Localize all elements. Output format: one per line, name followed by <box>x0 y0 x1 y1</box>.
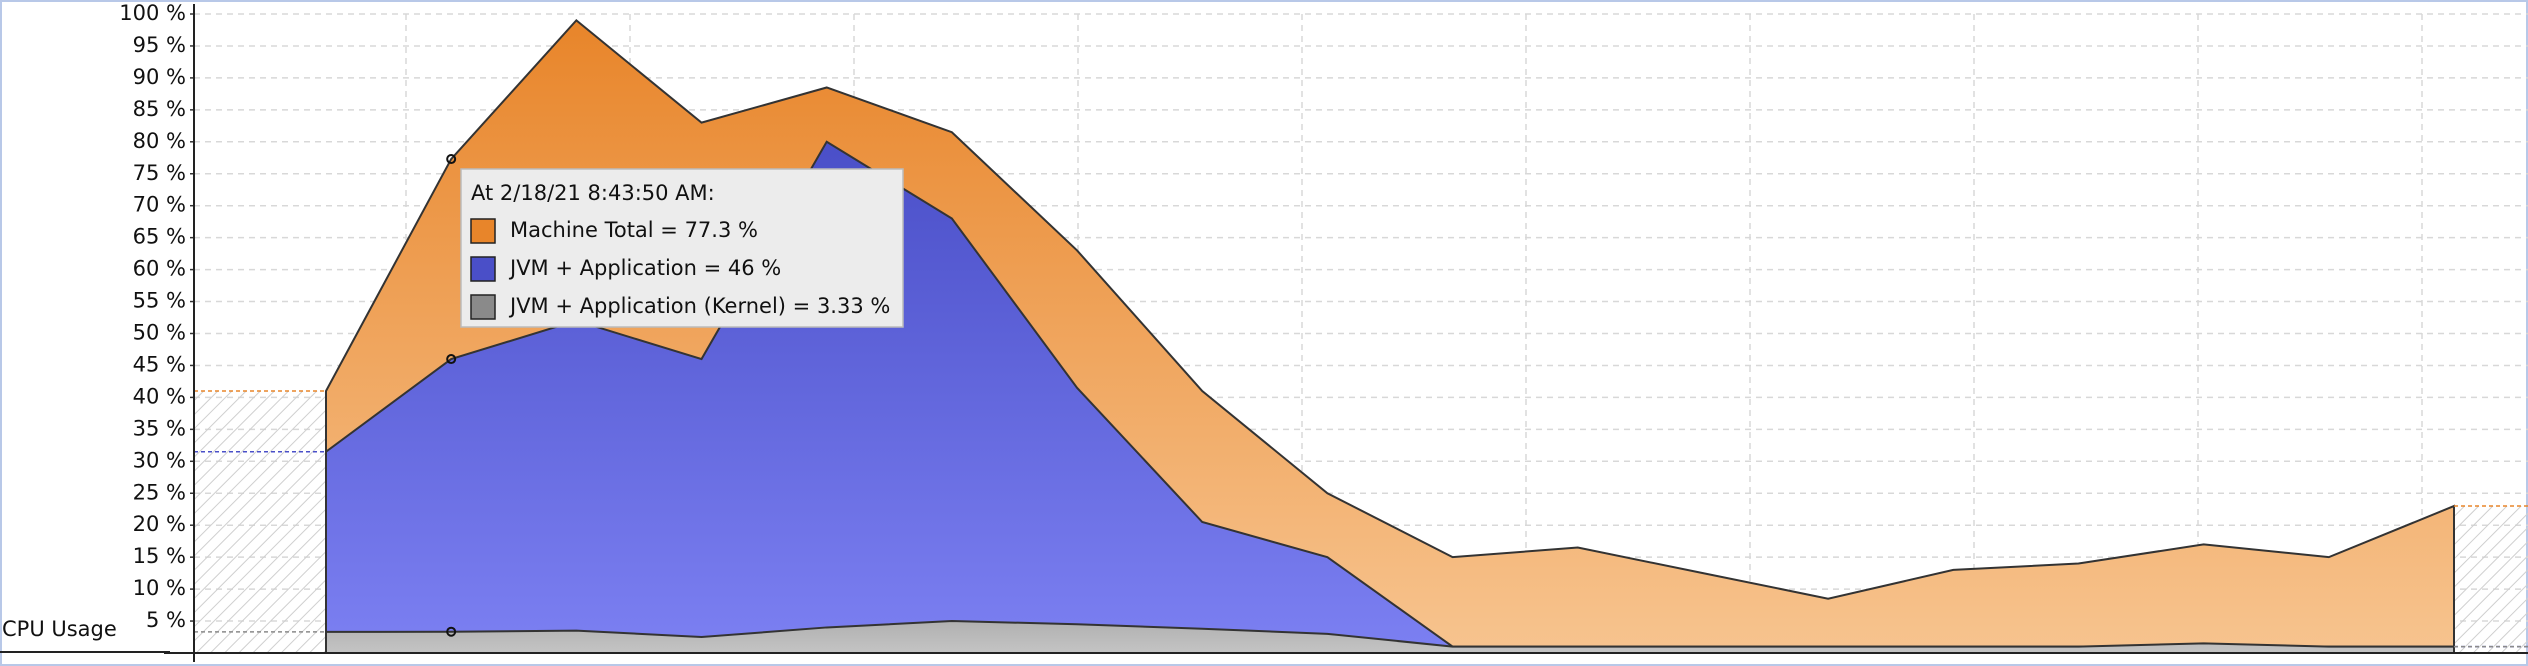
y-tick-label: 20 % <box>133 512 186 536</box>
y-tick-label: 60 % <box>133 257 186 281</box>
tooltip-swatch <box>470 294 496 320</box>
tooltip-entry: JVM + Application = 46 % <box>508 256 781 280</box>
tooltip-swatch <box>470 256 496 282</box>
y-tick-label: 35 % <box>133 416 186 440</box>
y-tick-label: 50 % <box>133 321 186 345</box>
y-tick-label: 95 % <box>133 33 186 57</box>
y-axis-label: CPU Usage <box>2 617 117 641</box>
y-tick-label: 45 % <box>133 352 186 376</box>
y-tick-label: 90 % <box>133 65 186 89</box>
y-tick-label: 25 % <box>133 480 186 504</box>
tooltip-swatch <box>470 218 496 244</box>
y-tick-label: 100 % <box>119 1 186 25</box>
tooltip: At 2/18/21 8:43:50 AM: Machine Total = 77… <box>460 168 904 328</box>
hover-point <box>446 354 457 365</box>
hatch-right <box>2454 506 2528 653</box>
tooltip-entry: JVM + Application (Kernel) = 3.33 % <box>508 294 890 318</box>
y-tick-label: 55 % <box>133 289 186 313</box>
tooltip-entry: Machine Total = 77.3 % <box>510 218 758 242</box>
hatch-left <box>194 391 326 653</box>
y-tick-label: 5 % <box>146 608 186 632</box>
tooltip-box <box>460 168 904 328</box>
y-tick-label: 85 % <box>133 97 186 121</box>
tooltip-title: At 2/18/21 8:43:50 AM: <box>471 181 715 205</box>
series-area <box>325 620 2455 654</box>
y-tick-label: 40 % <box>133 384 186 408</box>
hover-point <box>446 626 457 637</box>
y-tick-label: 10 % <box>133 576 186 600</box>
y-tick-label: 75 % <box>133 161 186 185</box>
y-tick-label: 30 % <box>133 448 186 472</box>
y-tick-label: 15 % <box>133 544 186 568</box>
hover-point <box>446 154 457 165</box>
y-tick-label: 65 % <box>133 225 186 249</box>
y-tick-label: 70 % <box>133 193 186 217</box>
y-tick-label: 80 % <box>133 129 186 153</box>
